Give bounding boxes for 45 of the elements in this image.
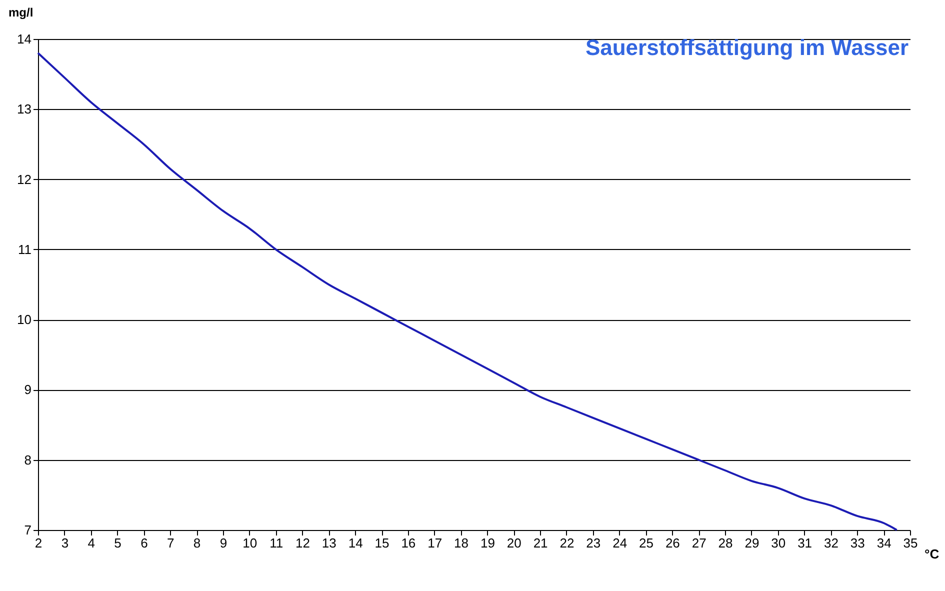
x-axis-title: °C — [924, 546, 940, 562]
x-tick-label: 3 — [61, 536, 69, 550]
x-tick-label: 34 — [876, 536, 892, 550]
x-tick-label: 2 — [34, 536, 42, 550]
x-tick-label: 4 — [88, 536, 95, 550]
x-tick-label: 22 — [560, 536, 574, 550]
chart-title: Sauerstoffsättigung im Wasser — [585, 35, 910, 60]
y-tick-label: 13 — [17, 102, 32, 117]
x-tick-label: 12 — [296, 536, 310, 550]
y-tick-label: 12 — [17, 172, 32, 187]
x-tick-label: 11 — [270, 536, 284, 550]
x-tick-label: 24 — [612, 536, 628, 550]
x-tick-label: 29 — [744, 536, 760, 550]
x-tick-label: 31 — [798, 536, 812, 550]
x-tick-label: 19 — [480, 536, 495, 550]
x-tick-label: 35 — [903, 536, 918, 550]
x-tick-label: 16 — [401, 536, 416, 550]
x-tick-label: 9 — [220, 536, 228, 550]
x-tick-label: 8 — [193, 536, 201, 550]
x-tick-label: 23 — [586, 536, 601, 550]
x-tick-label: 28 — [718, 536, 733, 550]
x-tick-label: 20 — [506, 536, 522, 550]
x-tick-label: 26 — [665, 536, 680, 550]
x-tick-label: 10 — [242, 536, 258, 550]
x-tick-label: 25 — [639, 536, 654, 550]
y-tick-label: 10 — [17, 312, 32, 328]
x-tick-label: 13 — [322, 536, 336, 550]
x-tick-label: 14 — [348, 536, 363, 550]
y-tick-label: 7 — [24, 522, 32, 538]
x-tick-label: 17 — [428, 536, 442, 550]
y-tick-label: 11 — [18, 242, 32, 257]
x-tick-label: 7 — [167, 536, 174, 550]
x-tick-label: 21 — [533, 536, 548, 550]
x-tick-label: 6 — [140, 536, 148, 550]
x-tick-label: 32 — [824, 536, 838, 550]
y-axis-title: mg/l — [8, 6, 34, 20]
x-tick-label: 5 — [114, 536, 122, 550]
y-tick-label: 8 — [24, 452, 32, 468]
x-tick-label: 27 — [692, 536, 706, 550]
y-tick-label: 9 — [24, 382, 32, 398]
x-tick-label: 18 — [454, 536, 469, 550]
y-tick-label: 14 — [17, 32, 32, 46]
x-tick-label: 30 — [771, 536, 786, 550]
x-tick-label: 33 — [850, 536, 865, 550]
x-tick-label: 15 — [374, 536, 390, 550]
